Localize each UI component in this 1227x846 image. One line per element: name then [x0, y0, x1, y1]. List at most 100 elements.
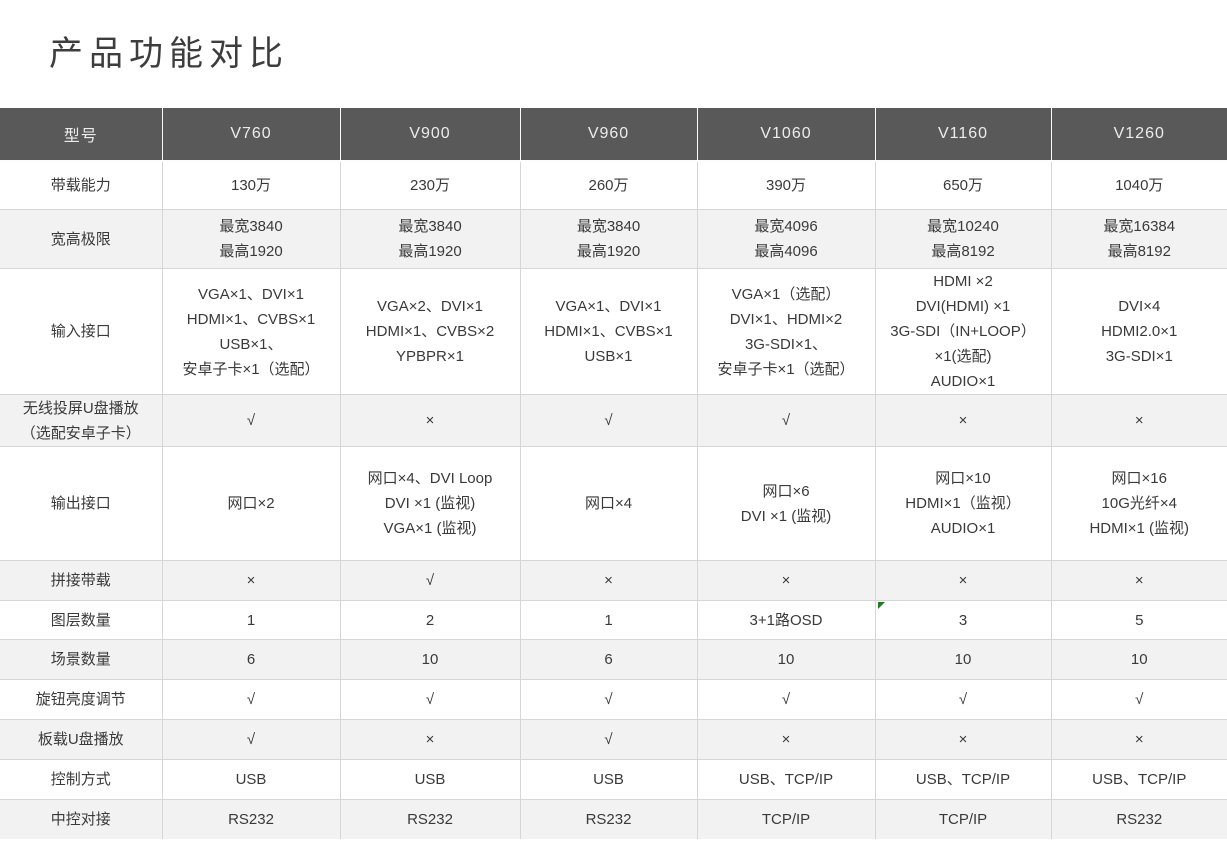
header-v960: V960: [519, 108, 698, 162]
cell-value: ×: [339, 719, 521, 760]
cell-value: 230万: [339, 160, 521, 210]
cell-value: √: [339, 560, 521, 601]
row-label: 旋钮亮度调节: [0, 679, 163, 720]
row-onboard-usb-playback: 板载U盘播放 √ × √ × × ×: [0, 719, 1227, 760]
cell-value: USB、TCP/IP: [1050, 759, 1227, 800]
cell-value: √: [519, 679, 698, 720]
cell-value: ×: [1050, 719, 1227, 760]
row-label: 输入接口: [0, 268, 163, 395]
row-control-method: 控制方式 USB USB USB USB、TCP/IP USB、TCP/IP U…: [0, 759, 1227, 800]
cell-value: √: [161, 679, 341, 720]
cell-value: 最宽16384 最高8192: [1050, 209, 1227, 269]
header-model: 型号: [0, 108, 163, 162]
cell-value: ×: [696, 560, 876, 601]
row-max-dimensions: 宽高极限 最宽3840 最高1920 最宽3840 最高1920 最宽3840 …: [0, 209, 1227, 269]
cell-value: ×: [874, 394, 1052, 447]
cell-value: 网口×10 HDMI×1（监视） AUDIO×1: [874, 446, 1052, 561]
row-label: 图层数量: [0, 600, 163, 640]
cell-value: TCP/IP: [874, 799, 1052, 840]
row-label: 拼接带载: [0, 560, 163, 601]
cell-value: DVI×4 HDMI2.0×1 3G-SDI×1: [1050, 268, 1227, 395]
cell-value: 6: [519, 639, 698, 680]
cell-value: VGA×2、DVI×1 HDMI×1、CVBS×2 YPBPR×1: [339, 268, 521, 395]
row-input-ports: 输入接口 VGA×1、DVI×1 HDMI×1、CVBS×1 USB×1、 安卓…: [0, 268, 1227, 395]
header-v1160: V1160: [874, 108, 1052, 162]
row-label: 中控对接: [0, 799, 163, 840]
cell-value: ×: [696, 719, 876, 760]
cell-value: 390万: [696, 160, 876, 210]
page-title: 产品功能对比: [49, 35, 289, 73]
cell-value: USB: [339, 759, 521, 800]
cell-value: ×: [339, 394, 521, 447]
cell-value: 最宽3840 最高1920: [339, 209, 521, 269]
row-wireless-usb-playback: 无线投屏U盘播放 （选配安卓子卡） √ × √ √ × ×: [0, 394, 1227, 447]
cell-value: 最宽3840 最高1920: [519, 209, 698, 269]
cell-value: 10: [874, 639, 1052, 680]
cell-value: 网口×4: [519, 446, 698, 561]
cell-value: 最宽10240 最高8192: [874, 209, 1052, 269]
row-splicing-load: 拼接带载 × √ × × × ×: [0, 560, 1227, 601]
header-v1060: V1060: [696, 108, 876, 162]
cell-value: RS232: [161, 799, 341, 840]
cell-value: √: [696, 679, 876, 720]
cell-value: 130万: [161, 160, 341, 210]
row-label: 场景数量: [0, 639, 163, 680]
cell-text: 3: [958, 611, 968, 629]
cell-value: VGA×1、DVI×1 HDMI×1、CVBS×1 USB×1: [519, 268, 698, 395]
row-output-ports: 输出接口 网口×2 网口×4、DVI Loop DVI ×1 (监视) VGA×…: [0, 446, 1227, 561]
cell-value: RS232: [339, 799, 521, 840]
cell-value: √: [161, 394, 341, 447]
cell-value: 10: [696, 639, 876, 680]
row-label: 无线投屏U盘播放 （选配安卓子卡）: [0, 394, 163, 447]
product-comparison-table: 型号 V760 V900 V960 V1060 V1160 V1260 带载能力…: [0, 108, 1227, 840]
cell-value: ×: [1050, 394, 1227, 447]
cell-value: 网口×16 10G光纤×4 HDMI×1 (监视): [1050, 446, 1227, 561]
row-scene-count: 场景数量 6 10 6 10 10 10: [0, 639, 1227, 680]
cell-value: √: [161, 719, 341, 760]
cell-value: 3: [874, 600, 1052, 640]
cell-value: √: [874, 679, 1052, 720]
cell-value: USB: [161, 759, 341, 800]
row-label: 控制方式: [0, 759, 163, 800]
row-layer-count: 图层数量 1 2 1 3+1路OSD 3 5: [0, 600, 1227, 640]
cell-value: √: [519, 719, 698, 760]
cell-value: VGA×1（选配） DVI×1、HDMI×2 3G-SDI×1、 安卓子卡×1（…: [696, 268, 876, 395]
row-label: 宽高极限: [0, 209, 163, 269]
cell-value: HDMI ×2 DVI(HDMI) ×1 3G-SDI（IN+LOOP） ×1(…: [874, 268, 1052, 395]
row-label: 板载U盘播放: [0, 719, 163, 760]
cell-value: 网口×6 DVI ×1 (监视): [696, 446, 876, 561]
cell-value: USB、TCP/IP: [696, 759, 876, 800]
row-label: 输出接口: [0, 446, 163, 561]
cell-value: 1: [519, 600, 698, 640]
cell-value: √: [519, 394, 698, 447]
cell-value: 650万: [874, 160, 1052, 210]
cell-value: ×: [874, 560, 1052, 601]
cell-value: 260万: [519, 160, 698, 210]
header-v900: V900: [339, 108, 521, 162]
cell-value: 5: [1050, 600, 1227, 640]
cell-value: RS232: [1050, 799, 1227, 840]
header-v760: V760: [161, 108, 341, 162]
cell-value: 10: [1050, 639, 1227, 680]
cell-value: TCP/IP: [696, 799, 876, 840]
cell-value: 1: [161, 600, 341, 640]
cell-value: VGA×1、DVI×1 HDMI×1、CVBS×1 USB×1、 安卓子卡×1（…: [161, 268, 341, 395]
cell-value: √: [1050, 679, 1227, 720]
row-central-control: 中控对接 RS232 RS232 RS232 TCP/IP TCP/IP RS2…: [0, 799, 1227, 840]
cell-value: ×: [519, 560, 698, 601]
comment-marker-icon: [877, 602, 885, 609]
cell-value: 1040万: [1050, 160, 1227, 210]
cell-value: 3+1路OSD: [696, 600, 876, 640]
cell-value: 10: [339, 639, 521, 680]
cell-value: 最宽4096 最高4096: [696, 209, 876, 269]
cell-value: 网口×2: [161, 446, 341, 561]
cell-value: √: [696, 394, 876, 447]
cell-value: USB: [519, 759, 698, 800]
row-load-capacity: 带载能力 130万 230万 260万 390万 650万 1040万: [0, 160, 1227, 210]
cell-value: ×: [874, 719, 1052, 760]
row-knob-brightness: 旋钮亮度调节 √ √ √ √ √ √: [0, 679, 1227, 720]
row-label: 带载能力: [0, 160, 163, 210]
cell-value: 网口×4、DVI Loop DVI ×1 (监视) VGA×1 (监视): [339, 446, 521, 561]
cell-value: USB、TCP/IP: [874, 759, 1052, 800]
cell-value: √: [339, 679, 521, 720]
